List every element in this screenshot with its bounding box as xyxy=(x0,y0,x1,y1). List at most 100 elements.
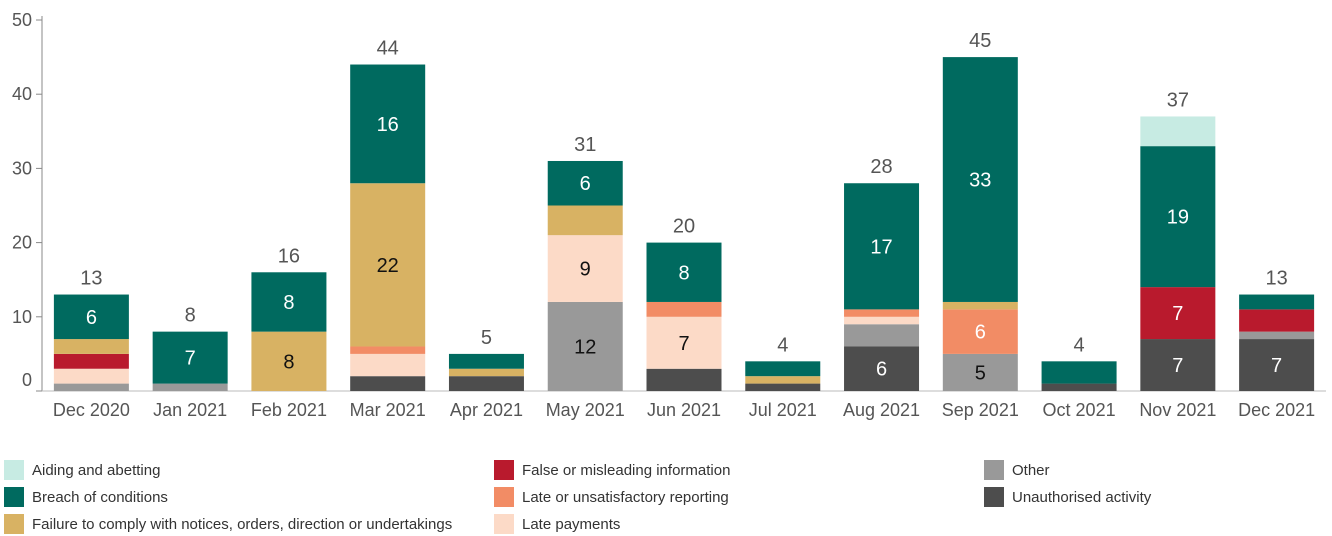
bar-segment xyxy=(547,301,623,391)
bar-segment xyxy=(1140,146,1216,288)
x-tick-label: Dec 2020 xyxy=(53,400,130,420)
bar-total-label: 31 xyxy=(574,134,596,156)
segment-value-label: 5 xyxy=(975,362,986,384)
x-tick-label: Mar 2021 xyxy=(350,400,426,420)
bar-segment xyxy=(1140,287,1216,340)
bar-segment xyxy=(53,383,129,391)
bar-segment xyxy=(646,368,722,391)
bar-total-label: 37 xyxy=(1167,89,1189,111)
segment-value-label: 22 xyxy=(377,255,399,277)
segment-value-label: 33 xyxy=(969,170,991,192)
bar-total-label: 4 xyxy=(1074,334,1085,356)
x-tick-label: Jan 2021 xyxy=(153,400,227,420)
bar-segment xyxy=(745,376,821,384)
bar-segment xyxy=(646,316,722,369)
bar-segment xyxy=(53,294,129,340)
bar-segment xyxy=(745,361,821,377)
segment-value-label: 17 xyxy=(870,236,892,258)
segment-value-label: 7 xyxy=(678,333,689,355)
legend-label: Unauthorised activity xyxy=(1012,488,1152,506)
legend-item: Breach of conditions xyxy=(4,487,168,507)
bar-segment xyxy=(942,353,1018,391)
legend-item: Late payments xyxy=(494,514,620,534)
x-tick-label: Oct 2021 xyxy=(1043,400,1116,420)
bar-total-label: 45 xyxy=(969,30,991,52)
bar-segment xyxy=(1239,294,1315,310)
bar-segment xyxy=(1041,383,1117,391)
bar-total-label: 16 xyxy=(278,245,300,267)
legend-item: Late or unsatisfactory reporting xyxy=(494,487,729,507)
y-tick-label: 10 xyxy=(12,307,32,327)
bar-segment xyxy=(350,353,426,377)
bar-segment xyxy=(448,376,524,391)
segment-value-label: 6 xyxy=(876,359,887,381)
legend-swatch xyxy=(4,487,24,507)
legend-swatch xyxy=(494,487,514,507)
chart-axes: 0 10 20 30 40 50 Dec 2020 Jan 2021 Feb 2021 Mar 2… xyxy=(12,10,1326,420)
bar-segment xyxy=(1041,361,1117,384)
bar-segment xyxy=(152,331,228,384)
legend-item: Aiding and abetting xyxy=(4,460,160,480)
bar-segment xyxy=(844,346,920,391)
segment-value-label: 7 xyxy=(1172,303,1183,325)
legend-label: Late payments xyxy=(522,515,621,533)
bar-total-label: 28 xyxy=(870,156,892,178)
bar-segment xyxy=(844,324,920,347)
legend-swatch xyxy=(984,460,1004,480)
bar-segment xyxy=(1140,116,1216,147)
bar-segment xyxy=(547,205,623,236)
bar-segment xyxy=(844,309,920,317)
bar-segment xyxy=(1239,331,1315,340)
bar-segment xyxy=(251,272,327,332)
bar-segment xyxy=(350,376,426,391)
legend-item: Unauthorised activity xyxy=(984,487,1151,507)
y-tick-label: 30 xyxy=(12,158,32,178)
bar-segment xyxy=(547,160,623,206)
bar-segment xyxy=(1239,309,1315,332)
bar-total-label: 5 xyxy=(481,327,492,349)
legend-label: Breach of conditions xyxy=(32,488,168,506)
bar-total-label: 20 xyxy=(673,216,695,238)
x-tick-label: May 2021 xyxy=(546,400,625,420)
bar-segment xyxy=(844,316,920,325)
legend-item: Failure to comply with notices, orders, … xyxy=(4,514,452,534)
x-tick-label: Jun 2021 xyxy=(647,400,721,420)
legend-label: Failure to comply with notices, orders, … xyxy=(32,515,453,533)
y-tick-label: 50 xyxy=(12,10,32,30)
legend-label: Other xyxy=(1012,461,1050,479)
legend-swatch xyxy=(494,514,514,534)
bar-total-label: 4 xyxy=(777,334,788,356)
segment-value-label: 8 xyxy=(678,262,689,284)
y-tick-label: 20 xyxy=(12,233,32,253)
bar-segment xyxy=(646,301,722,317)
segment-value-label: 19 xyxy=(1167,207,1189,229)
segment-value-label: 8 xyxy=(283,292,294,314)
segment-value-label: 7 xyxy=(1172,355,1183,377)
segment-value-label: 6 xyxy=(86,307,97,329)
legend-swatch xyxy=(494,460,514,480)
bar-total-label: 44 xyxy=(377,38,399,60)
bar-segment xyxy=(942,309,1018,354)
x-tick-label: Nov 2021 xyxy=(1139,400,1216,420)
bar-segment xyxy=(745,383,821,391)
bar-segment xyxy=(448,353,524,369)
legend-label: Late or unsatisfactory reporting xyxy=(522,488,729,506)
bar-segment xyxy=(251,331,327,391)
bar-segment xyxy=(646,242,722,302)
chart-bars xyxy=(53,57,1315,391)
y-tick-label: 40 xyxy=(12,84,32,104)
x-tick-label: Feb 2021 xyxy=(251,400,327,420)
bar-segment xyxy=(942,57,1018,302)
bar-segment xyxy=(53,339,129,354)
bar-segment xyxy=(547,235,623,302)
bar-segment xyxy=(1140,339,1216,391)
legend-item: Other xyxy=(984,460,1050,480)
x-tick-label: Dec 2021 xyxy=(1238,400,1315,420)
bar-segment xyxy=(1239,339,1315,391)
bar-segment xyxy=(53,353,129,369)
segment-value-label: 8 xyxy=(283,351,294,373)
legend-swatch xyxy=(4,460,24,480)
bar-segment xyxy=(350,183,426,347)
legend-swatch xyxy=(984,487,1004,507)
